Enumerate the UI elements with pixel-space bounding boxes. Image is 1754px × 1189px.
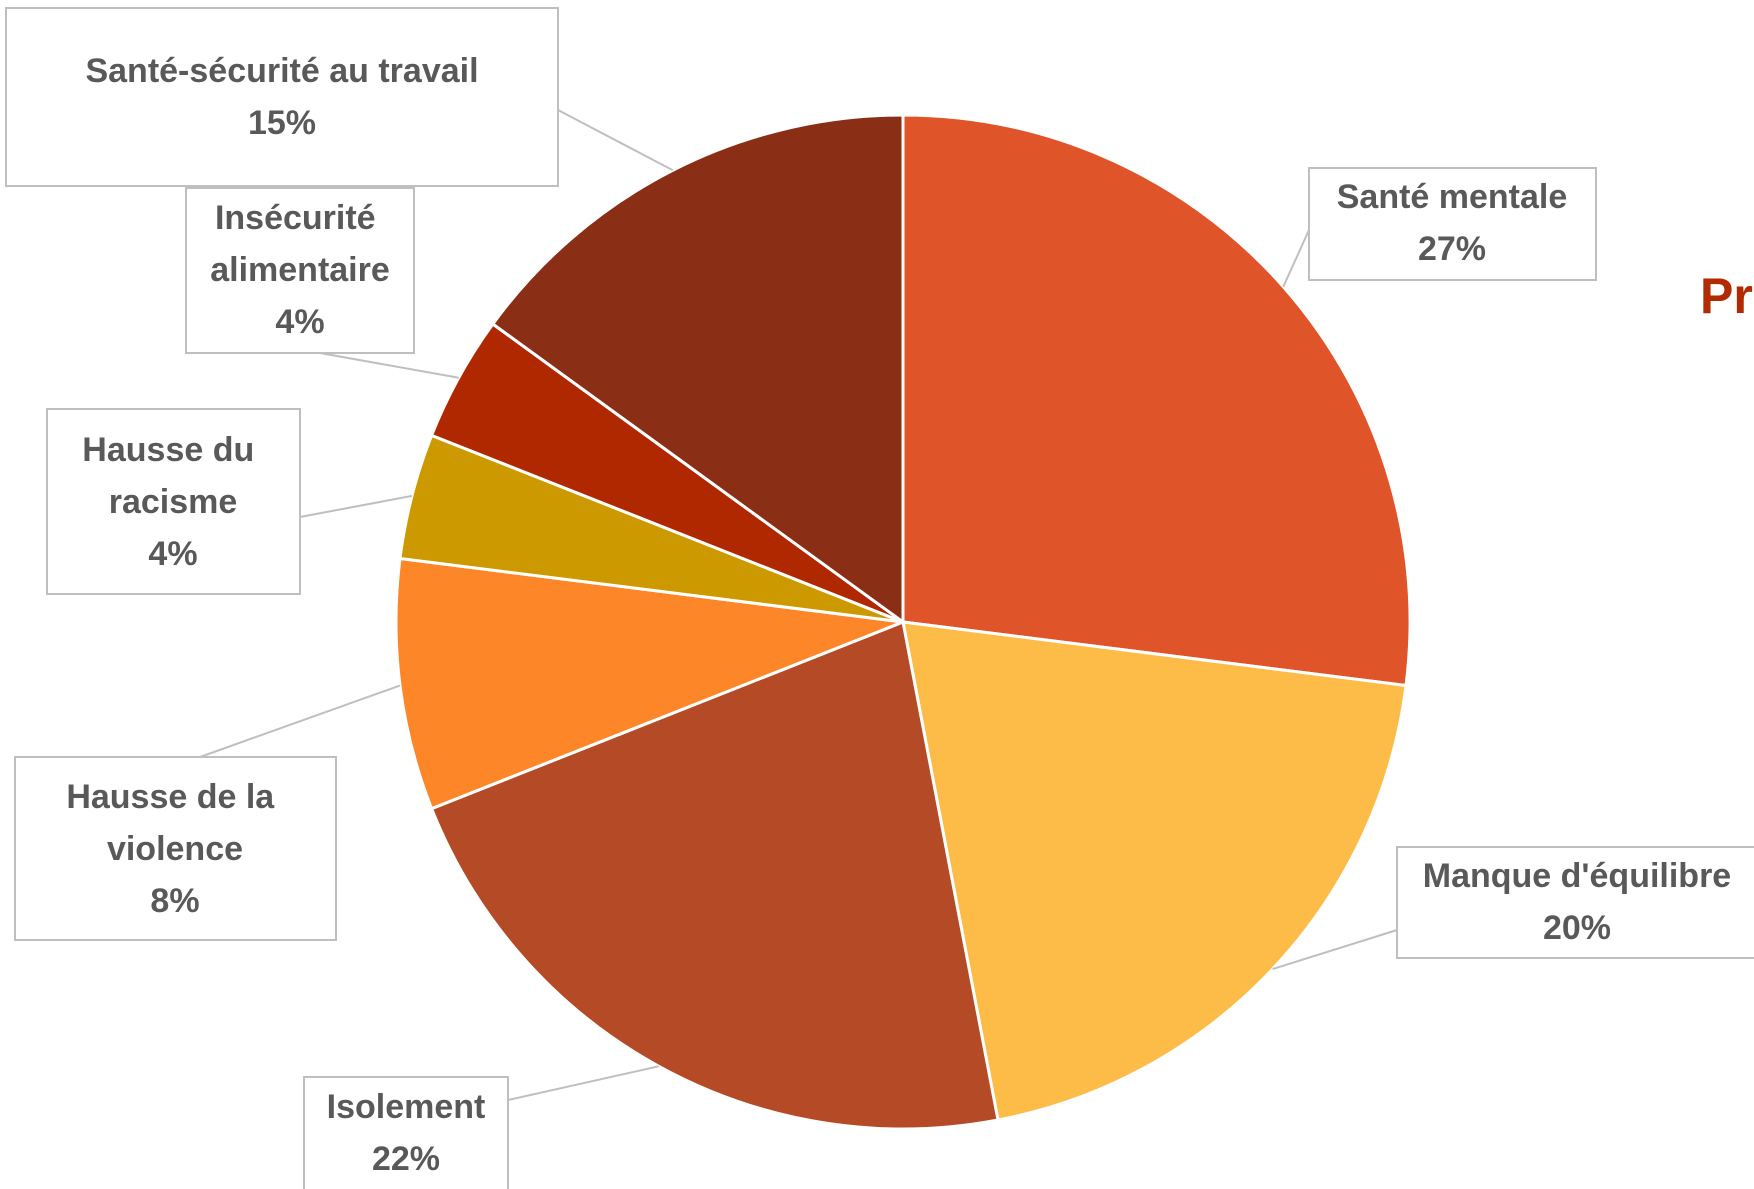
data-label-name: Santé mentale: [1337, 178, 1568, 216]
pie-slice: [901, 113, 1412, 688]
label-line: Santé-sécurité au travail: [85, 52, 478, 90]
data-label-value: 20%: [1543, 909, 1611, 947]
label-line: violence: [107, 830, 243, 868]
leader-line: [1272, 929, 1398, 971]
label-box: [14, 756, 337, 941]
label-box: [185, 187, 415, 354]
label-line: Hausse de la: [66, 778, 283, 816]
data-label-value: 8%: [150, 882, 199, 920]
leader-line: [1282, 229, 1310, 288]
leader-line: [199, 684, 401, 758]
label-line: alimentaire: [210, 251, 390, 289]
data-label-value: 15%: [248, 104, 316, 142]
label-line: Insécurité: [215, 199, 385, 237]
label-box: [303, 1076, 509, 1189]
label-box: [1308, 167, 1597, 281]
data-label-name: Santé-sécurité au travail: [85, 52, 478, 90]
data-label-name: Hausse de la violence: [66, 778, 283, 868]
label-line: racisme: [109, 483, 238, 521]
leader-line: [557, 109, 674, 172]
data-label-name: Isolement: [327, 1088, 486, 1126]
label-line: Isolement: [327, 1088, 486, 1126]
leader-line: [299, 494, 413, 518]
data-label-name: Manque d'équilibre: [1423, 857, 1731, 895]
pie-slice: [901, 620, 1408, 1122]
label-line: Hausse du: [82, 431, 263, 469]
data-label-value: 4%: [275, 303, 324, 341]
data-label-value: 4%: [148, 535, 197, 573]
data-label-name: Hausse du racisme: [82, 431, 263, 521]
leader-line: [507, 1065, 659, 1101]
label-box: [1396, 846, 1754, 959]
data-label-name: Insécurité alimentaire: [210, 199, 390, 289]
data-label-value: 22%: [372, 1140, 440, 1178]
data-label-value: 27%: [1418, 230, 1486, 268]
label-line: Manque d'équilibre: [1423, 857, 1731, 895]
label-box: [5, 7, 559, 187]
label-line: Santé mentale: [1337, 178, 1568, 216]
leader-line: [319, 352, 459, 379]
label-box: [46, 408, 301, 595]
chart-title: Pr: [1700, 268, 1753, 324]
